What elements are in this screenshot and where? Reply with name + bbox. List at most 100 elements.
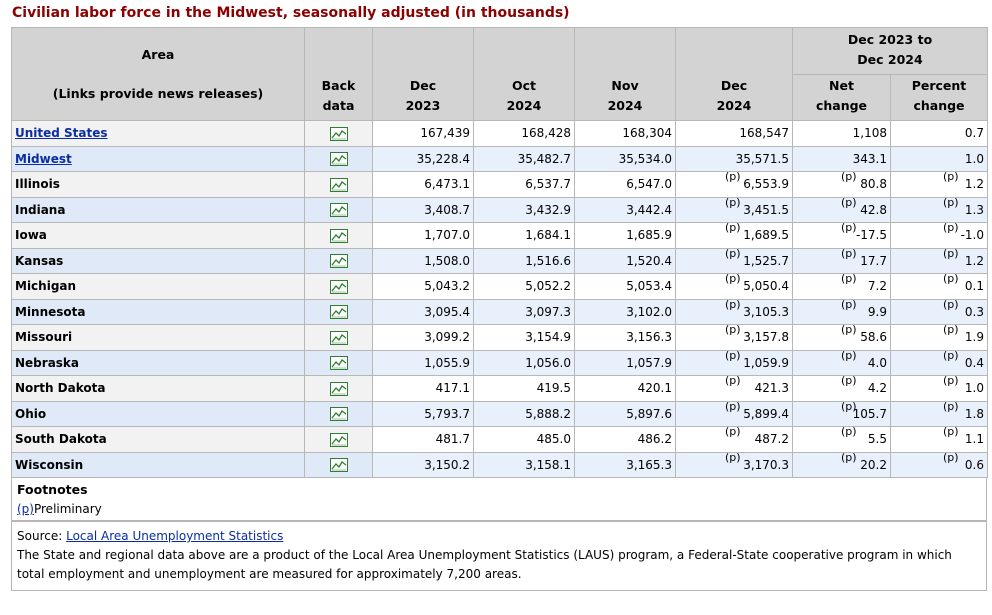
- value-text: 3,156.3: [626, 330, 672, 345]
- value-cell: (p) 6,553.9: [675, 171, 793, 198]
- footnotes-title: Footnotes: [17, 482, 88, 497]
- back-data-cell: [304, 247, 373, 274]
- source-section: Source: Local Area Unemployment Statisti…: [11, 521, 987, 591]
- area-name: Ohio: [15, 406, 47, 421]
- value-text: 1,707.0: [424, 228, 470, 243]
- value-text: 1,520.4: [626, 253, 672, 268]
- value-text: 3,150.2: [424, 457, 470, 472]
- value-text: 485.0: [536, 432, 571, 447]
- line-chart-icon[interactable]: [329, 177, 348, 192]
- value-cell: 1,056.0: [473, 349, 575, 376]
- value-text: 80.8: [860, 177, 887, 192]
- value-text: 5,053.4: [626, 279, 672, 294]
- value-cell: 1,508.0: [372, 247, 474, 274]
- header-col-dec-2023: Dec 2023: [372, 27, 474, 121]
- value-cell: 6,473.1: [372, 171, 474, 198]
- area-cell: Missouri: [11, 324, 305, 351]
- line-chart-icon[interactable]: [329, 228, 348, 243]
- value-cell: 3,095.4: [372, 298, 474, 325]
- line-chart-icon[interactable]: [329, 381, 348, 396]
- value-text: 3,432.9: [525, 202, 571, 217]
- value-text: 3,158.1: [525, 457, 571, 472]
- value-text: 105.7: [852, 406, 887, 421]
- value-text: 1.0: [964, 381, 985, 396]
- value-cell: 168,428: [473, 120, 575, 147]
- area-name: Wisconsin: [15, 457, 84, 472]
- value-cell: (p) 1.2: [889, 246, 989, 274]
- area-cell: Iowa: [11, 222, 305, 249]
- value-text: 421.3: [754, 381, 789, 396]
- value-text: 168,547: [739, 126, 789, 141]
- value-cell: 3,156.3: [574, 324, 676, 351]
- value-text: 35,228.4: [416, 151, 470, 166]
- value-cell: (p) 1.1: [889, 426, 989, 453]
- value-text: 35,571.5: [735, 151, 789, 166]
- value-text: 1,055.9: [424, 355, 470, 370]
- footnote-item: (p)Preliminary: [17, 502, 981, 516]
- value-text: 417.1: [435, 381, 470, 396]
- value-text: 1.2: [964, 177, 985, 192]
- value-cell: 5,053.4: [574, 273, 676, 300]
- header-area-label: Area: [141, 46, 175, 62]
- value-cell: (p) 1.3: [889, 196, 989, 223]
- value-cell: 417.1: [372, 375, 474, 402]
- value-text: 1,684.1: [525, 228, 571, 243]
- line-chart-icon[interactable]: [329, 330, 348, 345]
- value-cell: 1,055.9: [372, 349, 474, 376]
- area-cell: Michigan: [11, 273, 305, 300]
- value-cell: (p) 105.7: [792, 400, 891, 427]
- value-text: 0.3: [964, 304, 985, 319]
- header-pct-l2: change: [913, 98, 965, 113]
- preliminary-flag: (p): [841, 246, 857, 260]
- line-chart-icon[interactable]: [329, 432, 348, 447]
- value-text: 7.2: [867, 279, 887, 294]
- line-chart-icon[interactable]: [329, 458, 348, 472]
- value-cell: 1,685.9: [574, 222, 676, 249]
- line-chart-icon[interactable]: [329, 126, 348, 141]
- header-back-data-l1: Back: [321, 78, 356, 93]
- labor-force-table: Area (Links provide news releases) Back …: [11, 27, 989, 478]
- value-cell: (p) 1.0: [889, 375, 989, 402]
- value-text: 6,553.9: [743, 177, 789, 192]
- value-text: 1,108: [852, 126, 887, 141]
- area-cell: Nebraska: [11, 349, 305, 376]
- header-col-l2: 2024: [716, 98, 752, 113]
- value-text: 6,473.1: [424, 177, 470, 192]
- area-cell: North Dakota: [11, 375, 305, 402]
- area-link[interactable]: United States: [15, 126, 108, 141]
- value-cell: 35,482.7: [473, 145, 575, 172]
- back-data-cell: [304, 349, 373, 376]
- value-text: 5,043.2: [424, 279, 470, 294]
- preliminary-flag: (p): [841, 348, 857, 362]
- preliminary-flag: (p): [943, 323, 959, 336]
- line-chart-icon[interactable]: [329, 407, 348, 421]
- value-cell: (p) 42.8: [792, 196, 891, 223]
- line-chart-icon[interactable]: [329, 203, 348, 217]
- value-text: 1.8: [964, 406, 985, 421]
- preliminary-flag: (p): [841, 450, 857, 464]
- value-text: 1.3: [964, 202, 985, 217]
- footnote-mark-link[interactable]: (p): [17, 502, 34, 516]
- line-chart-icon[interactable]: [329, 356, 348, 370]
- area-cell: Ohio: [11, 400, 305, 427]
- value-text: 1,525.7: [743, 253, 789, 268]
- value-cell: 3,097.3: [473, 298, 575, 325]
- area-name: Indiana: [15, 202, 66, 217]
- line-chart-icon[interactable]: [329, 279, 348, 294]
- preliminary-flag: (p): [725, 323, 741, 336]
- back-data-cell: [304, 196, 373, 223]
- value-cell: 3,165.3: [574, 451, 676, 478]
- value-cell: 5,043.2: [372, 273, 474, 300]
- value-cell: (p) 0.6: [889, 451, 989, 478]
- area-name: North Dakota: [15, 381, 106, 396]
- value-cell: 3,099.2: [372, 324, 474, 351]
- area-link[interactable]: Midwest: [15, 151, 72, 166]
- line-chart-icon[interactable]: [329, 254, 348, 268]
- value-cell: 35,228.4: [372, 145, 474, 172]
- value-text: 58.6: [860, 330, 887, 345]
- line-chart-icon[interactable]: [329, 152, 348, 166]
- line-chart-icon[interactable]: [329, 305, 348, 319]
- preliminary-flag: (p): [943, 246, 959, 260]
- source-link[interactable]: Local Area Unemployment Statistics: [66, 529, 284, 543]
- area-cell: Minnesota: [11, 298, 305, 325]
